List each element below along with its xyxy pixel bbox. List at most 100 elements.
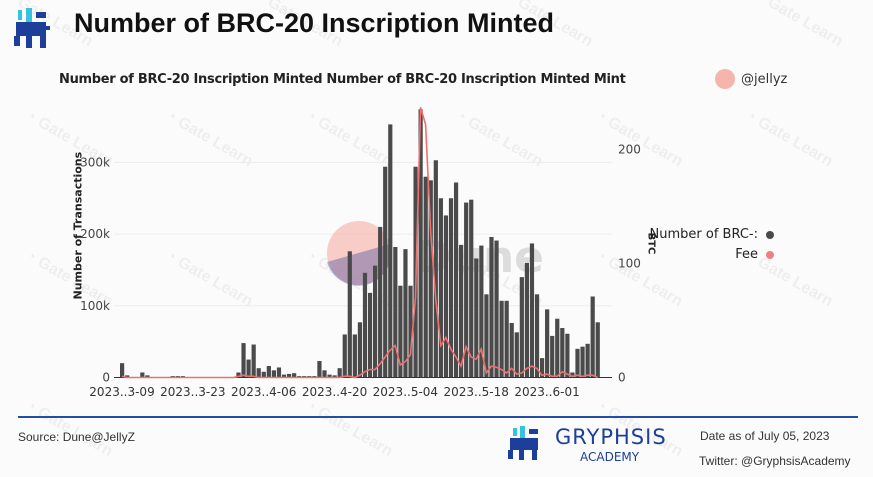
bar <box>251 344 256 378</box>
bar <box>489 236 494 378</box>
bar <box>423 176 428 378</box>
bar <box>271 370 276 378</box>
bar <box>529 243 535 378</box>
bar <box>433 160 438 378</box>
author-handle: @jellyz <box>741 72 788 87</box>
bar <box>393 247 398 378</box>
bar <box>317 361 322 378</box>
x-tick-label: 2023..4-06 <box>231 385 296 399</box>
bar <box>464 202 469 378</box>
author-avatar-icon <box>715 69 735 89</box>
bar <box>403 249 408 378</box>
brand-subtitle: ACADEMY <box>580 450 640 464</box>
bar <box>266 366 271 378</box>
y-tick-label: 300k <box>80 155 110 169</box>
bar <box>499 300 504 378</box>
legend-item-transactions[interactable]: Number of BRC-: <box>649 227 758 242</box>
bar <box>494 240 499 378</box>
bar <box>342 334 347 378</box>
bar <box>474 258 479 378</box>
bar <box>580 346 585 378</box>
x-tick-label: 2023..3-09 <box>89 385 154 399</box>
gryphsis-logo-icon <box>14 8 50 48</box>
bar <box>479 245 484 378</box>
bar <box>550 335 555 378</box>
bar <box>428 180 433 378</box>
bar <box>337 368 342 378</box>
bar <box>322 370 327 378</box>
bar <box>140 372 145 378</box>
page-title: Number of BRC-20 Inscription Minted <box>74 8 555 38</box>
bar <box>514 332 519 378</box>
bar <box>418 109 423 378</box>
chart-subtitle: Number of BRC-20 Inscription Minted Numb… <box>59 72 626 87</box>
bar <box>575 348 580 378</box>
date-text: Date as of July 05, 2023 <box>700 429 830 443</box>
fee-line <box>121 107 598 379</box>
bar <box>560 328 565 378</box>
footer-divider <box>18 416 858 418</box>
chart-canvas: 0100k200k300k0100200Dune2023..3-092023..… <box>80 107 641 399</box>
bar <box>504 300 509 378</box>
x-tick-label: 2023..4-20 <box>302 385 367 399</box>
bar <box>357 322 363 378</box>
bar <box>256 368 261 378</box>
bar <box>367 292 373 378</box>
legend-dot-transactions-icon <box>766 231 774 239</box>
bar <box>585 343 590 378</box>
x-tick-label: 2023..6-01 <box>514 385 579 399</box>
legend-item-fee[interactable]: Fee <box>735 247 758 262</box>
bar <box>469 199 474 378</box>
bar <box>388 124 393 378</box>
bar <box>276 367 282 378</box>
bar <box>524 262 529 378</box>
bar <box>373 265 378 378</box>
y2-tick-label: 100 <box>618 257 641 271</box>
watermark-text: ◔ Gate Learn <box>302 396 396 461</box>
bar <box>509 323 514 378</box>
bar <box>286 373 292 378</box>
x-tick-label: 2023..3-23 <box>160 385 225 399</box>
bar <box>555 318 560 378</box>
bar <box>236 372 241 378</box>
bar <box>545 309 550 378</box>
y2-tick-label: 200 <box>618 143 641 157</box>
bar <box>539 358 545 378</box>
source-text: Source: Dune@JellyZ <box>18 430 135 444</box>
bar <box>570 372 575 378</box>
bar <box>519 277 524 378</box>
bar <box>438 198 443 378</box>
y-tick-label: 100k <box>80 299 110 313</box>
bar <box>408 285 413 378</box>
bar <box>347 251 352 378</box>
watermark-text: ◔ Gate Learn <box>22 396 116 461</box>
bar <box>352 334 357 378</box>
bar <box>332 375 337 378</box>
legend-dot-fee-icon <box>766 251 774 259</box>
bar <box>398 285 403 378</box>
bar <box>448 198 454 378</box>
x-tick-label: 2023..5-18 <box>443 385 508 399</box>
bar <box>292 373 297 378</box>
bar <box>120 363 125 378</box>
bar <box>459 244 464 378</box>
bar <box>534 294 540 378</box>
footer-logo-icon <box>508 426 538 460</box>
y2-tick-label: 0 <box>618 371 626 385</box>
bar <box>327 374 332 378</box>
bar <box>281 374 287 378</box>
bar <box>246 359 251 378</box>
bar <box>484 294 489 378</box>
bar <box>145 375 150 378</box>
bar <box>125 375 130 378</box>
bar <box>383 166 388 378</box>
bar <box>261 371 266 378</box>
y-tick-label: 200k <box>80 227 110 241</box>
x-tick-label: 2023..5-04 <box>373 385 438 399</box>
bar <box>565 333 570 378</box>
brand-name: GRYPHSIS <box>555 425 667 449</box>
bar <box>362 272 368 378</box>
bar <box>453 182 459 378</box>
bar <box>595 322 600 378</box>
bar <box>378 226 383 378</box>
